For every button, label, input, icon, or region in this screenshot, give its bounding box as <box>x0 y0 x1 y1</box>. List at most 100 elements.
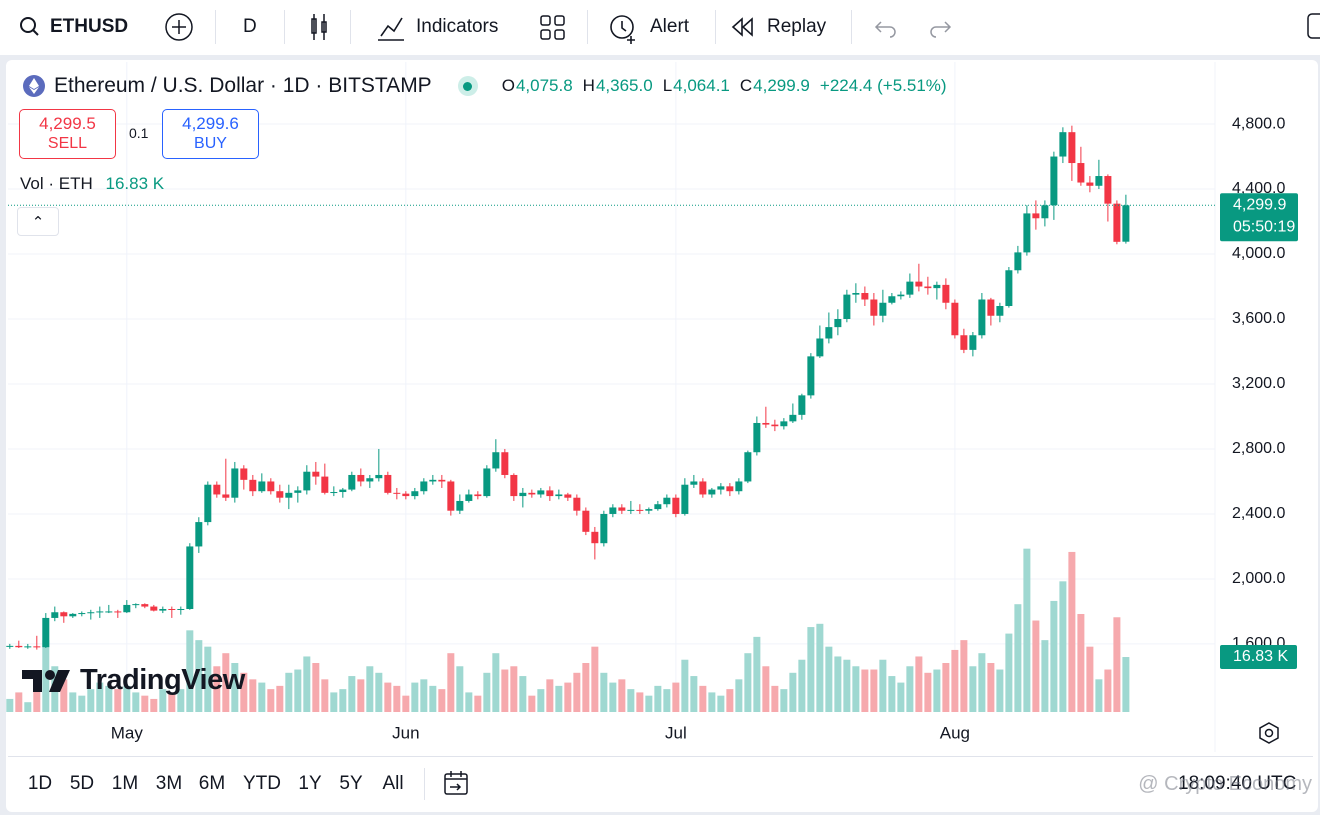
candle-body <box>726 486 734 492</box>
toolbar: ETHUSD D Indicators Alert Replay <box>0 0 1320 55</box>
sell-button[interactable]: 4,299.5 SELL <box>19 109 116 159</box>
candle-body <box>465 494 473 501</box>
volume-bar <box>726 689 734 712</box>
candle-body <box>753 422 761 453</box>
last-volume-label: 16.83 K <box>1233 648 1288 665</box>
candle-body <box>123 604 131 613</box>
candle-body <box>150 606 158 611</box>
candle-body <box>501 452 509 475</box>
volume-bar <box>159 689 167 712</box>
timeframe[interactable]: 3M <box>155 773 183 794</box>
volume-bar <box>339 689 347 712</box>
timeframe[interactable]: 1M <box>111 773 139 794</box>
candle-body <box>105 611 113 613</box>
volume-bar <box>195 640 203 712</box>
x-tick-label: Jun <box>392 723 419 742</box>
candle-body <box>690 481 698 485</box>
candle-body <box>870 299 878 316</box>
candle-body <box>114 611 122 613</box>
volume-bar <box>870 669 878 712</box>
volume-bar <box>312 663 320 712</box>
candle-body <box>1032 213 1040 219</box>
interval[interactable]: D <box>243 16 257 37</box>
volume-bar <box>852 666 860 712</box>
volume-bar <box>735 679 743 712</box>
timeframe[interactable]: 1Y <box>298 773 322 794</box>
separator <box>215 10 216 44</box>
volume-bar <box>789 672 797 712</box>
collapse-button[interactable]: ⌃ <box>17 207 59 236</box>
volume-bar <box>24 702 32 712</box>
candle-body <box>312 471 320 477</box>
volume-bar <box>177 689 185 712</box>
volume-bar <box>1005 633 1013 712</box>
timeframe[interactable]: 5Y <box>339 773 363 794</box>
candle-body <box>1050 156 1058 206</box>
volume-bar <box>474 695 482 712</box>
candle-body <box>42 617 50 648</box>
candle-body <box>213 484 221 495</box>
candle-body <box>420 481 428 492</box>
change: +224.4 (+5.51%) <box>819 76 947 95</box>
volume-bar <box>951 649 959 712</box>
candle-body <box>276 491 284 498</box>
indicators-button[interactable]: Indicators <box>416 16 499 37</box>
y-tick-label: 4,000.0 <box>1232 245 1285 262</box>
volume-bar <box>231 663 239 712</box>
candle-body <box>762 422 770 425</box>
candle-body <box>780 421 788 427</box>
volume-bar <box>222 653 230 712</box>
separator <box>851 10 852 44</box>
candle-body <box>60 612 68 617</box>
buy-button[interactable]: 4,299.6 BUY <box>162 109 259 159</box>
volume-bar <box>33 685 41 712</box>
volume-bar <box>168 692 176 712</box>
candle-body <box>924 286 932 289</box>
volume-bar <box>240 672 248 712</box>
volume-bar <box>294 669 302 712</box>
settings-icon[interactable] <box>1257 721 1281 745</box>
timeframe[interactable]: 1D <box>27 773 53 794</box>
candle-body <box>843 294 851 320</box>
replay-button[interactable]: Replay <box>767 16 827 37</box>
candle-body <box>951 302 959 336</box>
volume-bar <box>267 689 275 712</box>
volume-bar <box>420 679 428 712</box>
candle-body <box>564 494 572 498</box>
timeframe[interactable]: YTD <box>243 773 281 794</box>
volume-bar <box>771 685 779 712</box>
separator <box>350 10 351 44</box>
volume-bar <box>1122 657 1130 712</box>
candle-body <box>447 481 455 511</box>
candle-body <box>654 504 662 510</box>
volume-bar <box>402 695 410 712</box>
candle-body <box>1104 176 1112 204</box>
volume-bar <box>393 685 401 712</box>
candle-body <box>348 474 356 490</box>
timeframe[interactable]: 6M <box>198 773 226 794</box>
candle-body <box>96 611 104 613</box>
volume-bar <box>357 679 365 712</box>
symbol[interactable]: ETHUSD <box>50 16 129 37</box>
timeframe[interactable]: 5D <box>69 773 95 794</box>
y-tick-label: 3,200.0 <box>1232 375 1285 392</box>
candle-body <box>708 489 716 495</box>
volume-bar <box>924 672 932 712</box>
alert-button[interactable]: Alert <box>650 16 690 37</box>
date-range-icon[interactable] <box>442 769 472 799</box>
volume-bar <box>60 679 68 712</box>
candle-body <box>366 478 374 482</box>
candle-body <box>69 613 77 617</box>
candle-body <box>258 481 266 492</box>
candle-body <box>915 281 923 287</box>
volume-bar <box>762 666 770 712</box>
volume-bar <box>132 692 140 712</box>
candle-body <box>627 509 635 511</box>
volume-bar <box>681 659 689 712</box>
candle-body <box>357 474 365 482</box>
candle-body <box>132 604 140 606</box>
volume-bar <box>555 685 563 712</box>
x-tick-label: Jul <box>665 723 687 742</box>
timeframe[interactable]: All <box>382 773 404 794</box>
candle-body <box>195 522 203 547</box>
